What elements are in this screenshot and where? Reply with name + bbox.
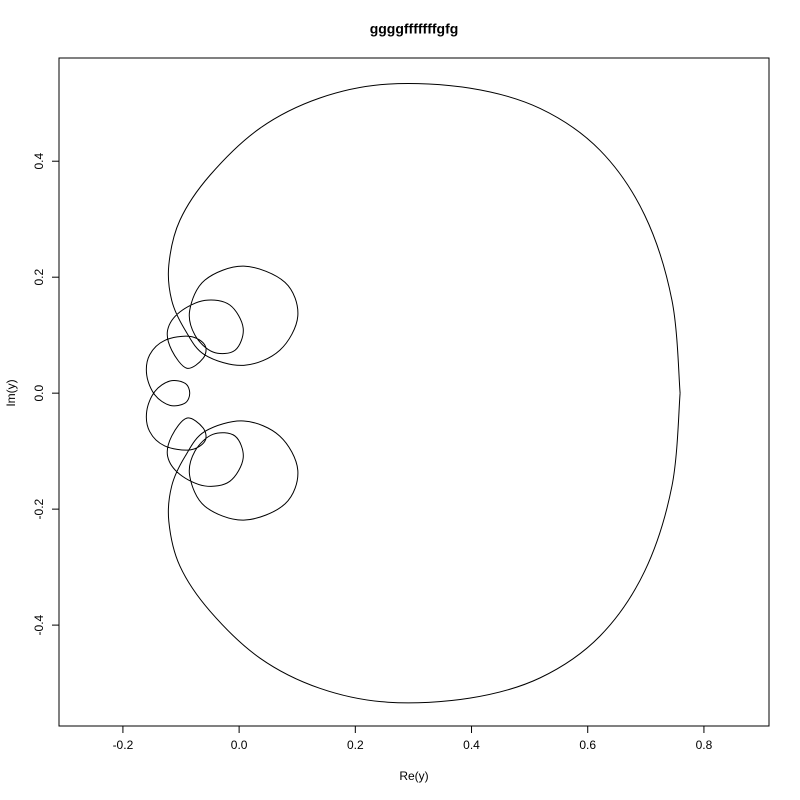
plot-box [58,57,770,727]
chart-title: ggggfffffffgfg [370,21,459,37]
x-axis-label: Re(y) [399,769,428,783]
x-tick-label: 0.0 [231,738,248,752]
x-tick-label: -0.2 [113,738,134,752]
y-axis-label: Im(y) [4,379,18,406]
y-tick-label: 0.2 [32,269,46,286]
y-tick-label: -0.2 [32,498,46,519]
y-tick-label: 0.0 [32,384,46,401]
x-tick-label: 0.8 [696,738,713,752]
y-tick-label: 0.4 [32,153,46,170]
y-tick-label: -0.4 [32,614,46,635]
x-tick-label: 0.6 [579,738,596,752]
x-tick-label: 0.2 [347,738,364,752]
curve [145,82,681,704]
x-tick-label: 0.4 [463,738,480,752]
